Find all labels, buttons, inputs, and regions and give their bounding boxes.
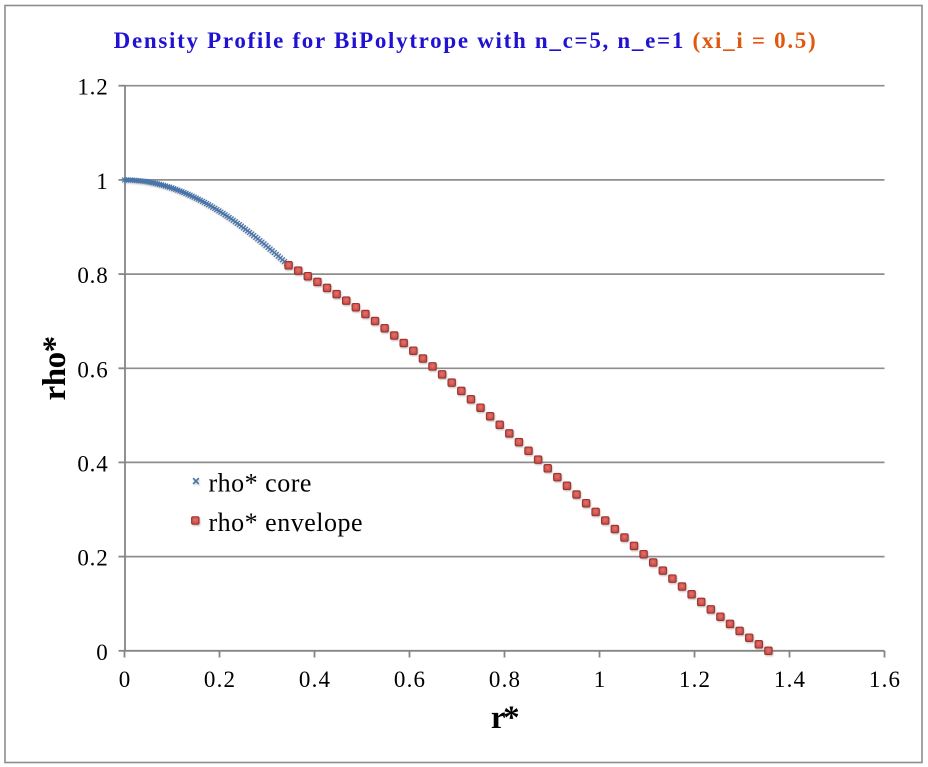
svg-text:0.8: 0.8	[489, 667, 521, 692]
svg-text:0: 0	[119, 667, 132, 692]
svg-text:0: 0	[96, 640, 108, 665]
svg-text:0.2: 0.2	[204, 667, 236, 692]
svg-text:1: 1	[594, 667, 607, 692]
svg-text:0.4: 0.4	[77, 451, 108, 476]
svg-text:0.8: 0.8	[77, 263, 108, 288]
svg-text:Density Profile for BiPolytrop: Density Profile for BiPolytrope with n_c…	[114, 28, 818, 53]
svg-text:0.6: 0.6	[77, 357, 108, 382]
svg-text:rho* envelope: rho* envelope	[209, 508, 364, 537]
svg-text:1.4: 1.4	[774, 667, 806, 692]
svg-text:rho*: rho*	[37, 336, 73, 400]
svg-text:1.2: 1.2	[77, 75, 108, 100]
svg-text:r*: r*	[491, 700, 519, 736]
svg-text:1.6: 1.6	[869, 667, 901, 692]
svg-text:rho* core: rho* core	[209, 469, 312, 498]
svg-text:1: 1	[96, 169, 108, 194]
svg-text:1.2: 1.2	[679, 667, 711, 692]
svg-text:0.2: 0.2	[77, 546, 108, 571]
svg-text:0.4: 0.4	[299, 667, 331, 692]
svg-text:0.6: 0.6	[394, 667, 426, 692]
